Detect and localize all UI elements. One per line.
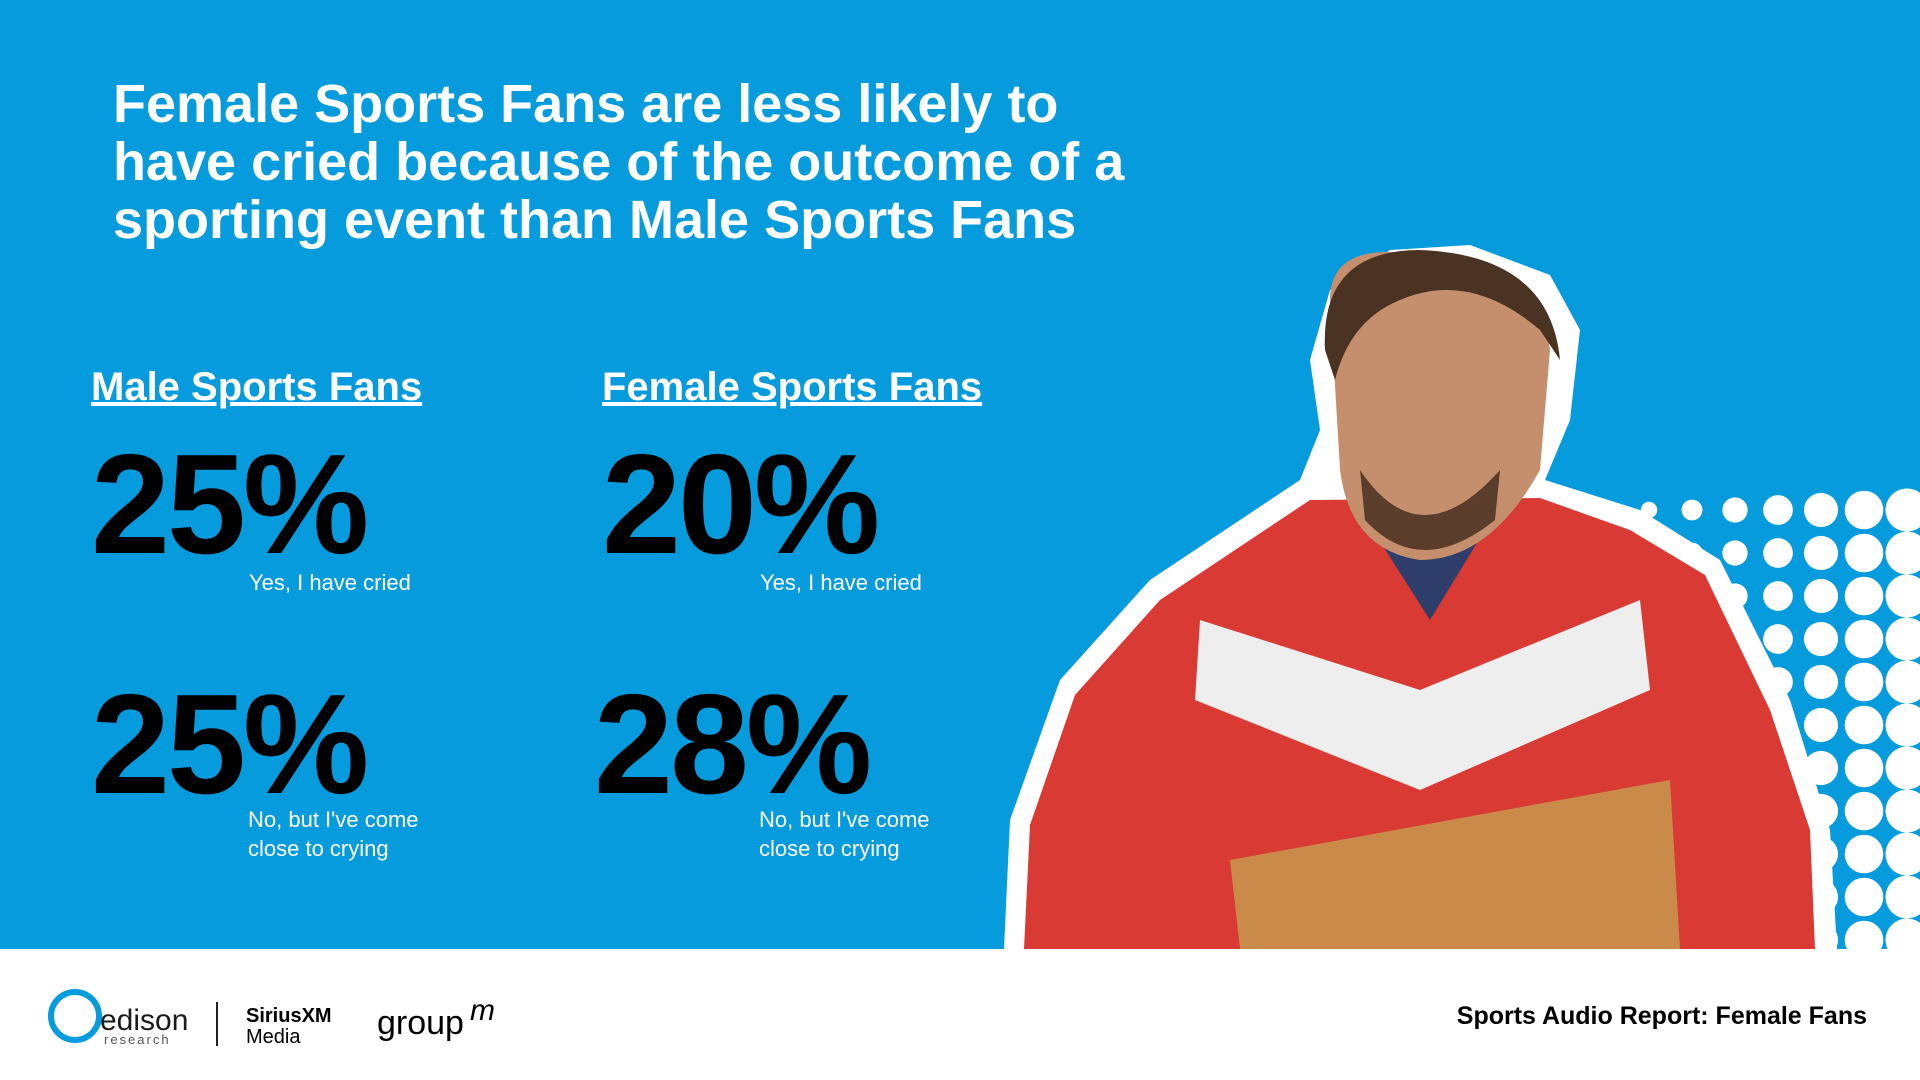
edison-logo: edison [100, 1004, 188, 1037]
dot [1803, 621, 1839, 657]
dot [1763, 495, 1793, 525]
dot [1763, 624, 1793, 654]
dot [1844, 533, 1884, 573]
report-name: Sports Audio Report: Female Fans [1457, 1002, 1867, 1030]
stat-value: 25% [91, 665, 366, 824]
stat-label: close to crying [759, 836, 900, 861]
dot [1885, 488, 1920, 532]
title-line: Female Sports Fans are less likely to [113, 74, 1058, 134]
dot [1885, 746, 1920, 790]
dot [1885, 617, 1920, 661]
dot [1803, 535, 1839, 571]
dot [1803, 578, 1839, 614]
stat-label: close to crying [248, 836, 389, 861]
siriusxm-logo-sub: Media [246, 1026, 301, 1048]
dot [1885, 789, 1920, 833]
stat-label: Yes, I have cried [249, 570, 411, 595]
footer [0, 949, 1920, 1080]
dot [1885, 574, 1920, 618]
dot [1803, 492, 1839, 528]
edison-logo-mark [48, 989, 102, 1043]
dot [1722, 497, 1748, 523]
dot [1844, 490, 1884, 530]
title: Female Sports Fans are less likely tohav… [113, 74, 1125, 250]
stat-value: 28% [594, 665, 869, 824]
dot [1681, 499, 1703, 521]
dot [1844, 705, 1884, 745]
dot [1844, 877, 1884, 917]
groupm-logo-m: m [470, 994, 495, 1027]
groupm-logo: group [377, 1004, 464, 1042]
dot [1722, 540, 1748, 566]
dot [1844, 576, 1884, 616]
dot [1763, 538, 1793, 568]
dot [1844, 748, 1884, 788]
title-line: sporting event than Male Sports Fans [113, 190, 1076, 250]
photo [1004, 245, 1837, 949]
dot [1885, 660, 1920, 704]
column-heading: Female Sports Fans [602, 365, 982, 409]
dot [1803, 707, 1839, 743]
title-line: have cried because of the outcome of a [113, 132, 1125, 192]
stat-value: 25% [91, 425, 366, 584]
stat-value: 20% [602, 425, 877, 584]
column-heading: Male Sports Fans [91, 365, 422, 409]
stat-label: Yes, I have cried [760, 570, 922, 595]
footer-logos: edison research SiriusXM Media group m S… [48, 989, 1867, 1048]
dot [1885, 875, 1920, 919]
edison-logo-sub: research [104, 1032, 171, 1047]
stat-label: No, but I've come [759, 807, 930, 832]
siriusxm-logo: SiriusXM [246, 1005, 332, 1027]
dot [1844, 662, 1884, 702]
dot [1844, 834, 1884, 874]
stat-label: No, but I've come [248, 807, 419, 832]
dot [1763, 581, 1793, 611]
dot-pattern [1600, 488, 1920, 962]
dot [1885, 832, 1920, 876]
dot [1885, 703, 1920, 747]
dot [1885, 531, 1920, 575]
dot [1844, 791, 1884, 831]
dot [1844, 619, 1884, 659]
dot [1803, 664, 1839, 700]
